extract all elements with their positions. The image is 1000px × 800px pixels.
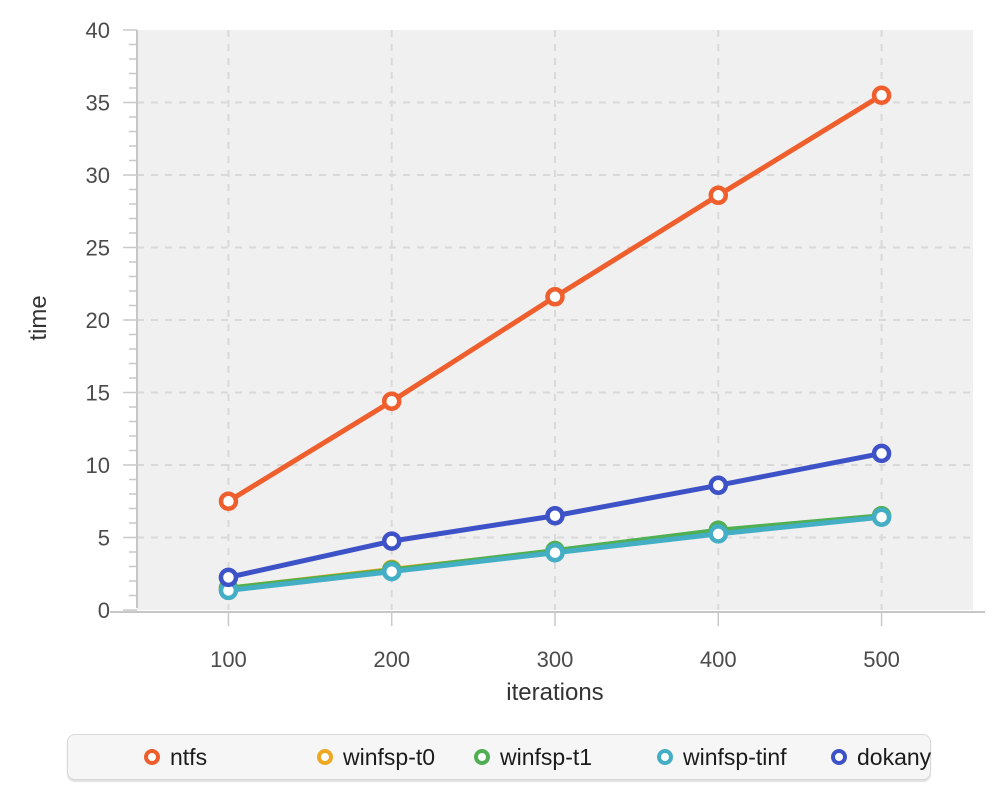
legend-label: ntfs	[170, 743, 208, 770]
marker-ntfs-100	[218, 491, 239, 511]
marker-ntfs-400	[708, 185, 729, 206]
legend-marker-icon	[657, 749, 673, 765]
legend-item-winfsp-t0[interactable]: winfsp-t0	[317, 735, 435, 779]
marker-ntfs-500	[871, 85, 892, 105]
y-tick-label: 40	[86, 18, 110, 43]
legend-marker-icon	[831, 749, 847, 765]
marker-ntfs-300	[545, 287, 565, 307]
y-tick-label: 5	[98, 526, 110, 551]
x-tick-label: 100	[210, 647, 247, 672]
legend-label: dokany	[857, 743, 932, 770]
y-tick-label: 35	[86, 91, 110, 116]
marker-dokany-500	[871, 443, 892, 464]
legend-label: winfsp-t0	[343, 743, 436, 770]
x-axis-title: iterations	[506, 679, 603, 706]
x-tick-label: 300	[537, 647, 574, 672]
legend-marker-icon	[474, 749, 490, 765]
marker-winfsp-tinf-400	[708, 524, 729, 544]
marker-dokany-200	[381, 531, 402, 551]
y-tick-label: 0	[98, 598, 110, 623]
y-tick-label: 10	[86, 453, 110, 478]
legend-marker-icon	[317, 749, 333, 765]
y-tick-label: 20	[86, 308, 110, 333]
legend-item-dokany[interactable]: dokany	[831, 735, 931, 779]
legend-item-winfsp-t1[interactable]: winfsp-t1	[474, 735, 592, 779]
marker-ntfs-200	[381, 391, 402, 411]
marker-dokany-400	[708, 475, 729, 496]
legend-item-ntfs[interactable]: ntfs	[144, 735, 207, 779]
legend-label: winfsp-tinf	[683, 743, 787, 770]
legend: ntfs winfsp-t0 winfsp-t1 winfsp-tinf dokany	[67, 734, 931, 780]
legend-item-winfsp-tinf[interactable]: winfsp-tinf	[657, 735, 787, 779]
y-tick-label: 25	[86, 236, 110, 261]
x-tick-label: 200	[373, 647, 410, 672]
marker-winfsp-tinf-500	[871, 507, 892, 527]
marker-dokany-100	[218, 567, 239, 588]
legend-marker-icon	[144, 749, 160, 765]
y-tick-label: 30	[86, 163, 110, 188]
y-tick-label: 15	[86, 381, 110, 406]
x-tick-label: 400	[700, 647, 737, 672]
marker-dokany-300	[545, 506, 565, 526]
y-axis-title: time	[25, 295, 52, 340]
marker-winfsp-tinf-200	[381, 561, 402, 582]
legend-label: winfsp-t1	[500, 743, 593, 770]
marker-winfsp-tinf-300	[545, 542, 565, 563]
x-tick-label: 500	[863, 647, 900, 672]
